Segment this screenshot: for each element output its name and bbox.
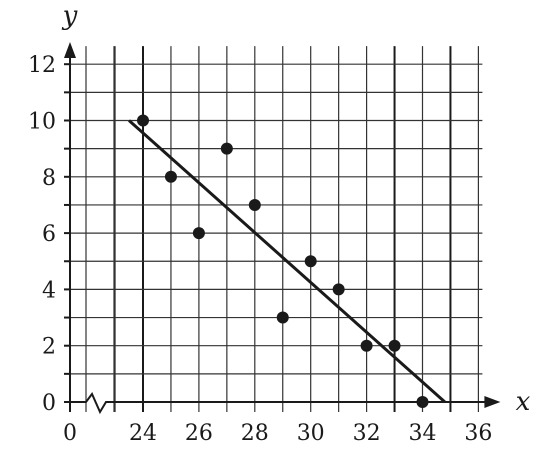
y-tick-label: 8 bbox=[42, 166, 56, 191]
data-point bbox=[360, 339, 373, 352]
trend-line bbox=[128, 119, 446, 404]
data-point bbox=[388, 339, 401, 352]
data-point bbox=[304, 255, 317, 268]
x-tick-label: 34 bbox=[409, 421, 437, 446]
x-tick-label: 26 bbox=[185, 421, 213, 446]
y-axis-label: y bbox=[62, 1, 78, 31]
data-points bbox=[137, 114, 429, 408]
data-point bbox=[137, 114, 149, 127]
y-tick-label: 2 bbox=[42, 335, 56, 360]
x-tick-label: 36 bbox=[464, 421, 492, 446]
y-tick-label: 12 bbox=[28, 53, 56, 78]
x-axis-label: x bbox=[516, 387, 531, 417]
data-point bbox=[332, 283, 345, 296]
data-point bbox=[248, 198, 261, 211]
trend-line-layer bbox=[128, 119, 446, 404]
x-tick-label: 28 bbox=[241, 421, 269, 446]
y-tick-label: 4 bbox=[42, 278, 56, 303]
grid bbox=[64, 46, 483, 412]
y-tick-label: 0 bbox=[42, 391, 56, 416]
data-point bbox=[276, 311, 289, 324]
x-tick-label: 30 bbox=[297, 421, 325, 446]
y-tick-label: 10 bbox=[28, 110, 56, 135]
data-point bbox=[220, 142, 233, 155]
x-tick-label: 32 bbox=[353, 421, 381, 446]
x-tick-label: 24 bbox=[129, 421, 157, 446]
data-point bbox=[164, 170, 177, 183]
y-axis-arrow-icon bbox=[64, 42, 76, 58]
x-origin-label: 0 bbox=[63, 421, 77, 446]
x-axis-line bbox=[70, 392, 497, 415]
y-tick-label: 6 bbox=[42, 222, 56, 247]
axes bbox=[64, 42, 501, 415]
x-axis-arrow-icon bbox=[484, 396, 501, 408]
data-point bbox=[192, 227, 205, 240]
data-point bbox=[416, 396, 429, 408]
